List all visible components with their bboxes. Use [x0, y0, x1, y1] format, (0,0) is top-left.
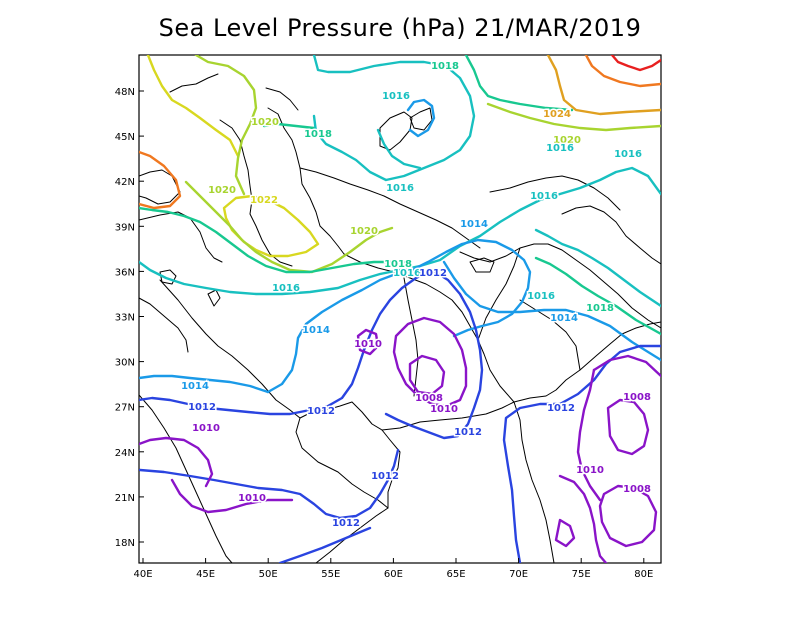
- isobar-1018: [139, 206, 406, 274]
- lat-tick-label: 48N: [115, 87, 135, 98]
- lon-tick-label: 65E: [446, 569, 465, 580]
- isobar-1012b: [384, 268, 484, 440]
- contour-label-1018: 1018: [431, 61, 459, 72]
- lon-tick-label: 80E: [634, 569, 653, 580]
- contour-label-1018: 1018: [384, 259, 412, 270]
- lon-tick-label: 75E: [572, 569, 591, 580]
- lat-tick-label: 30N: [115, 358, 135, 369]
- isobar-1014d: [406, 98, 436, 138]
- contour-label-1022: 1022: [250, 195, 278, 206]
- contour-label-1012: 1012: [332, 518, 360, 529]
- contour-label-1010: 1010: [576, 465, 604, 476]
- contour-label-1016: 1016: [382, 91, 410, 102]
- isobar-1012: [139, 268, 434, 416]
- contour-label-1016: 1016: [546, 143, 574, 154]
- contour-label-1012: 1012: [547, 403, 575, 414]
- contour-label-1008: 1008: [415, 393, 443, 404]
- contour-label-1016: 1016: [386, 183, 414, 194]
- map-title: Sea Level Pressure (hPa) 21/MAR/2019: [158, 14, 642, 42]
- isobar-1014b: [266, 238, 532, 394]
- isobar-1018b: [262, 122, 316, 130]
- contour-label-1024: 1024: [543, 109, 571, 120]
- contour-label-1010: 1010: [430, 404, 458, 415]
- contour-label-1020: 1020: [350, 226, 378, 237]
- contour-label-1008: 1008: [623, 484, 651, 495]
- contour-label-1016: 1016: [614, 149, 642, 160]
- lat-tick-label: 45N: [115, 132, 135, 143]
- isobar-1020: [194, 55, 258, 196]
- contour-labels: 1018101610181020101610241020101610161020…: [180, 60, 653, 531]
- isobar-1018c: [464, 55, 574, 112]
- lat-tick-label: 36N: [115, 267, 135, 278]
- isobar-1010f: [576, 368, 602, 502]
- contour-label-1020: 1020: [208, 185, 236, 196]
- lat-tick-label: 39N: [115, 222, 135, 233]
- lat-tick-label: 27N: [115, 403, 135, 414]
- isobar-1010g: [558, 474, 608, 563]
- contour-label-1010: 1010: [354, 339, 382, 350]
- lat-tick-label: 21N: [115, 493, 135, 504]
- isobar-1020c: [486, 102, 661, 132]
- contour-label-1012: 1012: [188, 402, 216, 413]
- map-frame: [138, 54, 662, 564]
- lon-tick-label: 70E: [509, 569, 528, 580]
- lat-tick-label: 24N: [115, 448, 135, 459]
- isobar-1016: [312, 55, 476, 182]
- contour-label-1008: 1008: [623, 392, 651, 403]
- lat-tick-label: 18N: [115, 538, 135, 549]
- lon-tick-label: 45E: [196, 569, 215, 580]
- isobar-1008c: [598, 484, 658, 548]
- isobar-1020b: [184, 180, 394, 274]
- isobar-1010c: [139, 436, 214, 488]
- isobar-1008d: [554, 518, 576, 548]
- contour-label-1016: 1016: [527, 291, 555, 302]
- contour-label-1020: 1020: [553, 135, 581, 146]
- isobar-1014c: [442, 260, 661, 362]
- isobar-1016c: [534, 228, 661, 308]
- isobar-1014: [139, 374, 270, 394]
- lat-tick-label: 42N: [115, 177, 135, 188]
- contour-label-1018: 1018: [304, 129, 332, 140]
- isobar-1008b: [606, 398, 650, 456]
- coastlines: [139, 73, 661, 563]
- contour-label-1018: 1018: [586, 303, 614, 314]
- isobar-1016d: [376, 128, 422, 170]
- contour-label-1016: 1016: [393, 268, 421, 279]
- isobar-1012e: [278, 526, 372, 563]
- isobar-1018d: [534, 256, 661, 336]
- contour-label-1012: 1012: [419, 268, 447, 279]
- isobar-1012c: [139, 448, 400, 520]
- contour-label-1016: 1016: [272, 283, 300, 294]
- contour-label-1014: 1014: [460, 219, 488, 230]
- isobar-1010e: [592, 354, 661, 378]
- contour-label-1014: 1014: [550, 313, 578, 324]
- contour-label-1014: 1014: [302, 325, 330, 336]
- axes: 40E 45E 50E 55E 60E 65E 70E 75E 80E 48N 45N 42N 39N 3…: [115, 87, 654, 580]
- contour-label-1010: 1010: [192, 423, 220, 434]
- lon-tick-label: 40E: [133, 569, 152, 580]
- isobar-1010b: [356, 328, 380, 356]
- isobar-1026: [584, 55, 661, 88]
- lon-tick-label: 55E: [321, 569, 340, 580]
- isobar-1010d: [170, 478, 294, 514]
- contour-label-1012: 1012: [307, 406, 335, 417]
- contour-label-1012: 1012: [371, 471, 399, 482]
- contour-label-1016: 1016: [530, 191, 558, 202]
- isobar-1022: [146, 55, 240, 158]
- lon-tick-label: 50E: [259, 569, 278, 580]
- isobar-1028: [610, 55, 661, 72]
- lon-tick-label: 60E: [384, 569, 403, 580]
- isobar-1008: [408, 354, 446, 396]
- isobar-1026b: [139, 150, 182, 210]
- contour-label-1012: 1012: [454, 427, 482, 438]
- contour-label-1014: 1014: [181, 381, 209, 392]
- isobar-1012d: [502, 344, 661, 563]
- isobar-1010: [392, 316, 468, 408]
- contour-label-1010: 1010: [238, 493, 266, 504]
- contour-label-1020: 1020: [251, 117, 279, 128]
- isobar-1024: [546, 55, 661, 116]
- isobars: [139, 55, 661, 563]
- lat-tick-label: 33N: [115, 313, 135, 324]
